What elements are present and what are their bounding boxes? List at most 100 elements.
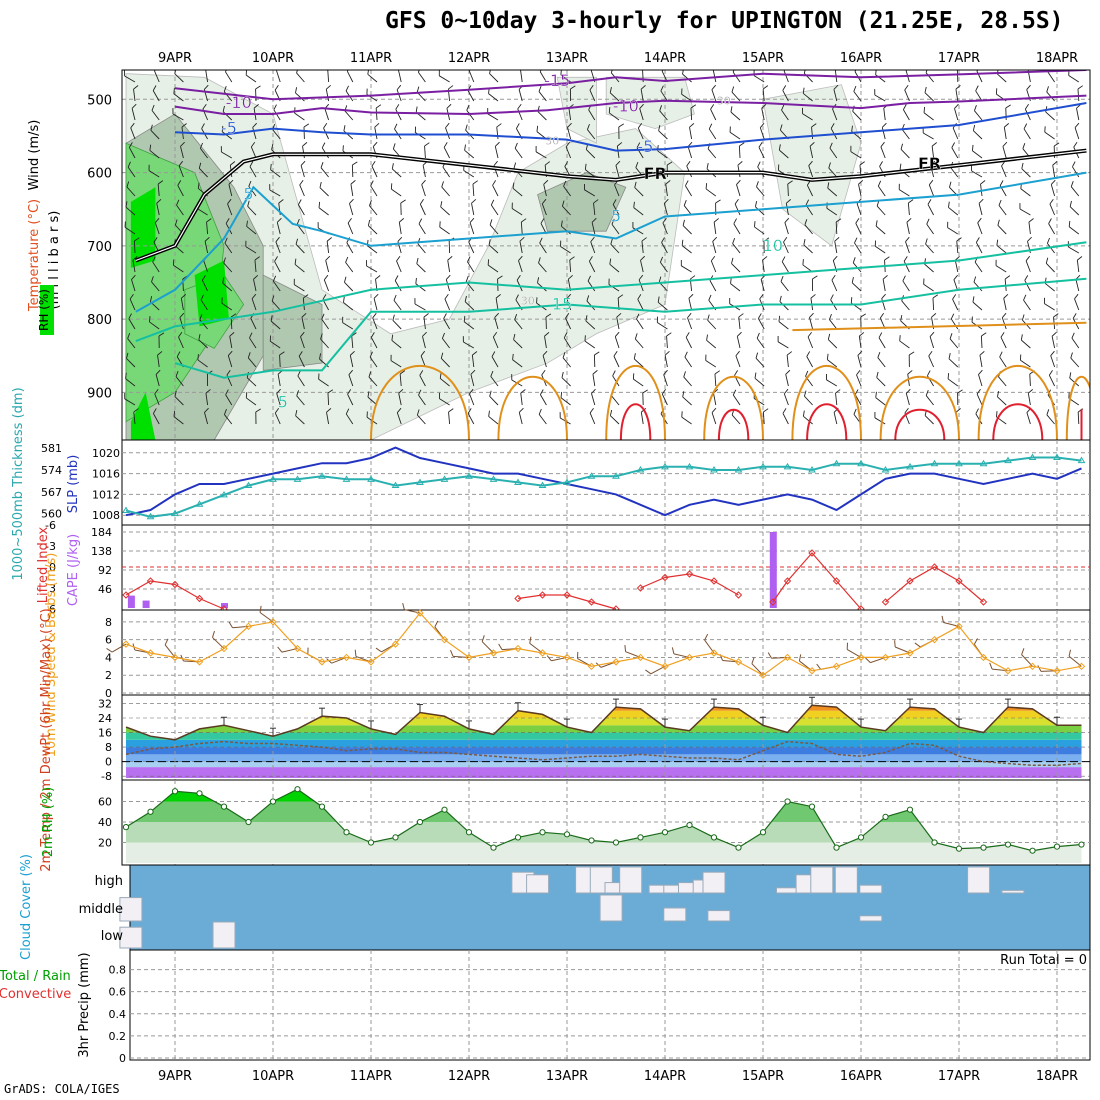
wind-barb: [205, 70, 211, 83]
wind-barb: [763, 237, 770, 254]
isotherm-label: FR: [918, 154, 941, 173]
thickness-point: [783, 462, 792, 470]
wind10m-point: [220, 644, 228, 653]
wind-barb: [512, 182, 523, 197]
temperature-band: [126, 739, 1082, 748]
wind-barb: [321, 313, 329, 330]
wind-barb: [492, 180, 499, 197]
rh-point: [1078, 841, 1085, 848]
isotherm-label: -10: [226, 93, 252, 112]
wind-barb: [126, 352, 136, 368]
wind-barb: [349, 350, 355, 368]
wind-barb: [372, 312, 378, 330]
thickness-point: [710, 465, 718, 473]
wind-barb: [826, 373, 838, 387]
wind10m-point: [293, 644, 302, 653]
wind-barb: [834, 237, 840, 254]
wind-barb: [297, 370, 305, 387]
precip-tick-label: 0.4: [109, 1008, 127, 1021]
lifted-index-point: [832, 577, 841, 585]
rh-point: [245, 818, 252, 826]
slp-tick-label: 1016: [92, 468, 120, 481]
wind-barb: [419, 370, 426, 387]
wind10m-point: [318, 658, 326, 666]
thickness-axis-title: 1000~500mb Thickness (dm): [11, 387, 26, 580]
precip-convective-legend: Convective: [0, 987, 71, 1002]
isotherm-labels: -15 -10 -10 -5 -5 FR FR 5 5 10 15 5 30 30 30: [221, 71, 942, 412]
wind-barb: [593, 351, 600, 368]
isotherm-label: -10: [613, 97, 639, 116]
wind-barb: [762, 256, 768, 273]
wind-barb: [589, 407, 596, 425]
wind-barb: [712, 236, 718, 254]
wind-barb: [133, 85, 139, 102]
wind-barb: [908, 351, 915, 368]
wind-barb: [125, 372, 136, 387]
wind-barb: [519, 236, 525, 254]
wind-barb: [609, 258, 620, 273]
wind-barb: [561, 200, 571, 216]
wind-barb: [366, 260, 378, 273]
isotherm-line: [135, 171, 1087, 313]
wind-barb: [463, 315, 475, 330]
wind-barb: [269, 335, 281, 349]
wind-barb: [881, 122, 887, 140]
isotherm-line: [174, 102, 1087, 152]
lifted-index-point: [808, 549, 816, 557]
wind10m-point: [979, 653, 988, 662]
wind-barb: [535, 145, 547, 159]
wind-barb: [802, 410, 813, 425]
wind10m-point: [832, 662, 841, 671]
wind-barb: [562, 352, 571, 368]
wind-barb: [782, 408, 789, 425]
lifted-index-point: [122, 591, 130, 599]
wind-barb: [494, 312, 500, 330]
wind-barb: [632, 373, 644, 387]
wind-barb: [787, 180, 793, 197]
wind-barb: [293, 278, 305, 292]
isotherm-hot-loop: [717, 409, 750, 440]
wind-barb: [276, 388, 281, 406]
wind-barb: [660, 85, 668, 102]
wind-barb: [563, 332, 571, 349]
li-tick-label: 3: [49, 582, 56, 595]
wind10m-barb: [1021, 648, 1033, 667]
cloud-level-label: low: [101, 929, 124, 944]
wind-barb: [421, 179, 426, 197]
wind-barb: [369, 200, 378, 216]
thickness-point: [563, 478, 571, 485]
lifted-index-point: [955, 577, 963, 585]
wind-barb: [565, 141, 572, 159]
wind-barb: [541, 198, 547, 216]
wind-barb: [618, 123, 624, 140]
rh-point: [122, 824, 130, 831]
rh-point: [612, 839, 620, 846]
wind-barb: [424, 142, 430, 159]
wind-barb: [440, 201, 450, 216]
wind-barb: [932, 294, 939, 311]
wind-barb: [544, 332, 550, 349]
thickness-point: [391, 481, 400, 489]
lifted-index-point: [636, 584, 645, 592]
wind-barb: [491, 351, 499, 368]
pressure-tick-label: 700: [87, 240, 112, 255]
wind-barb: [633, 201, 644, 216]
wind-barb: [680, 259, 692, 273]
rh-tick-label: 40: [98, 816, 112, 829]
li-tick-label: -3: [45, 540, 56, 553]
temp-tick-label: -8: [101, 770, 112, 783]
cloud-cover-panel: high middle low Cloud Cover (%): [19, 854, 1091, 960]
thickness-point: [1004, 456, 1012, 464]
wind-barb: [756, 332, 765, 349]
wind-barb: [682, 391, 692, 406]
date-label-top: 16APR: [840, 51, 882, 66]
wind-barb: [877, 180, 886, 197]
wind-barb: [177, 180, 184, 197]
wind-barb: [565, 313, 572, 330]
wind-barb: [274, 408, 281, 425]
wind-barb: [351, 161, 358, 178]
wind-barb: [710, 104, 717, 121]
temperature-band: [126, 747, 1082, 755]
wind-barb: [487, 259, 499, 273]
